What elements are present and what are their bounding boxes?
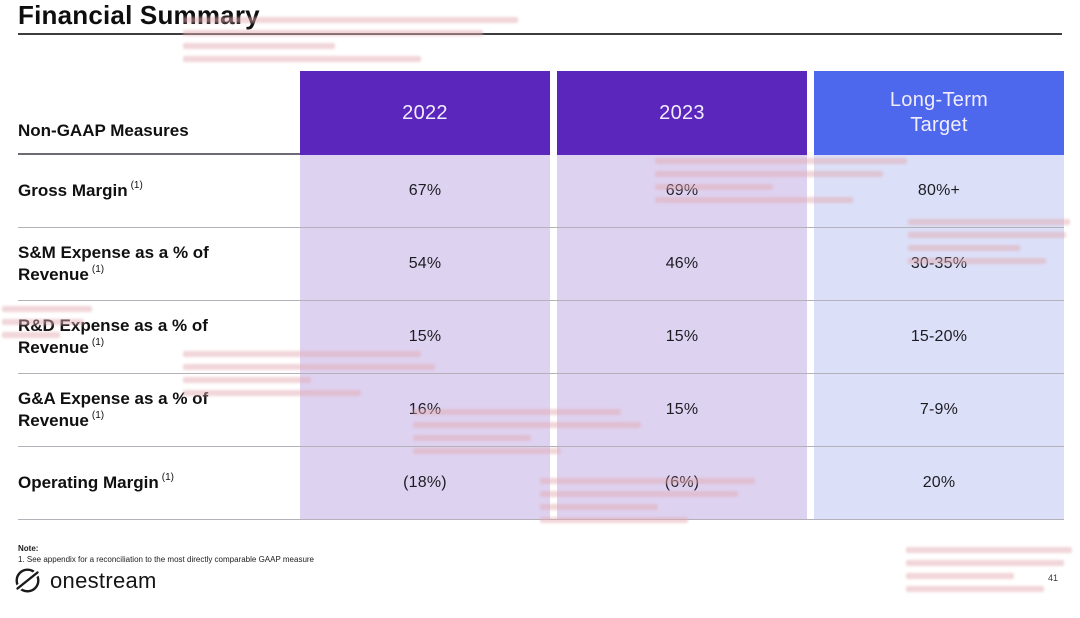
column-header-long-term-target: Long-Term Target — [814, 71, 1064, 155]
row-label-text: R&D Expense as a % of Revenue — [18, 315, 208, 357]
row-label-gross-margin: Gross Margin (1) — [18, 155, 300, 228]
column-header-label: Long-Term Target — [889, 89, 989, 136]
row-label-rd-expense: R&D Expense as a % of Revenue (1) — [18, 301, 300, 374]
column-gap — [550, 228, 557, 301]
cell-sm-expense-target: 30-35% — [814, 228, 1064, 301]
row-label-sm-expense: S&M Expense as a % of Revenue (1) — [18, 228, 300, 301]
cell-ga-expense-2023: 15% — [557, 374, 807, 447]
row-label-text: S&M Expense as a % of Revenue — [18, 242, 209, 284]
page-number: 41 — [1048, 573, 1059, 583]
cell-gross-margin-2023: 69% — [557, 155, 807, 228]
row-label-ga-expense: G&A Expense as a % of Revenue (1) — [18, 374, 300, 447]
column-gap — [550, 301, 557, 374]
brand-wordmark: onestream — [50, 567, 157, 593]
column-gap — [807, 301, 814, 374]
column-gap — [807, 228, 814, 301]
footnote-item: 1. See appendix for a reconciliation to … — [18, 554, 315, 564]
column-header-2023: 2023 — [557, 71, 807, 155]
column-gap — [807, 155, 814, 228]
footnote-heading: Note: — [18, 544, 39, 553]
cell-rd-expense-target: 15-20% — [814, 301, 1064, 374]
cell-rd-expense-2023: 15% — [557, 301, 807, 374]
cell-rd-expense-2022: 15% — [300, 301, 550, 374]
footnote-marker: (1) — [91, 264, 105, 276]
row-label-operating-margin: Operating Margin (1) — [18, 447, 300, 520]
column-gap — [550, 447, 557, 520]
cell-ga-expense-2022: 16% — [300, 374, 550, 447]
footnote-marker: (1) — [161, 472, 174, 484]
row-label-text: Operating Margin — [18, 472, 159, 492]
cell-operating-margin-2022: (18%) — [300, 447, 550, 520]
footnote-block: Note: 1. See appendix for a reconciliati… — [18, 544, 314, 566]
onestream-logo-icon — [14, 567, 41, 594]
footnote-marker: (1) — [130, 180, 143, 192]
cell-sm-expense-2022: 54% — [300, 228, 550, 301]
column-gap — [807, 374, 814, 447]
column-header-label: 2023 — [659, 101, 705, 124]
column-gap — [807, 447, 814, 520]
cell-ga-expense-target: 7-9% — [814, 374, 1064, 447]
brand-footer: onestream — [14, 567, 157, 594]
title-divider — [18, 33, 1062, 35]
column-gap — [550, 155, 557, 228]
footnote-marker: (1) — [91, 410, 105, 422]
cell-gross-margin-2022: 67% — [300, 155, 550, 228]
footnote-marker: (1) — [91, 337, 105, 349]
row-label-text: Gross Margin — [18, 180, 128, 200]
table-corner-header: Non-GAAP Measures — [18, 71, 300, 155]
column-gap — [807, 71, 814, 155]
row-label-text: G&A Expense as a % of Revenue — [18, 388, 209, 430]
page-title: Financial Summary — [18, 0, 260, 30]
column-header-2022: 2022 — [300, 71, 550, 155]
column-gap — [550, 374, 557, 447]
cell-operating-margin-target: 20% — [814, 447, 1064, 520]
column-gap — [550, 71, 557, 155]
cell-gross-margin-target: 80%+ — [814, 155, 1064, 228]
financial-summary-table: Non-GAAP Measures 2022 2023 Long-Term Ta… — [18, 71, 1064, 520]
cell-operating-margin-2023: (6%) — [557, 447, 807, 520]
cell-sm-expense-2023: 46% — [557, 228, 807, 301]
column-header-label: 2022 — [402, 101, 448, 124]
